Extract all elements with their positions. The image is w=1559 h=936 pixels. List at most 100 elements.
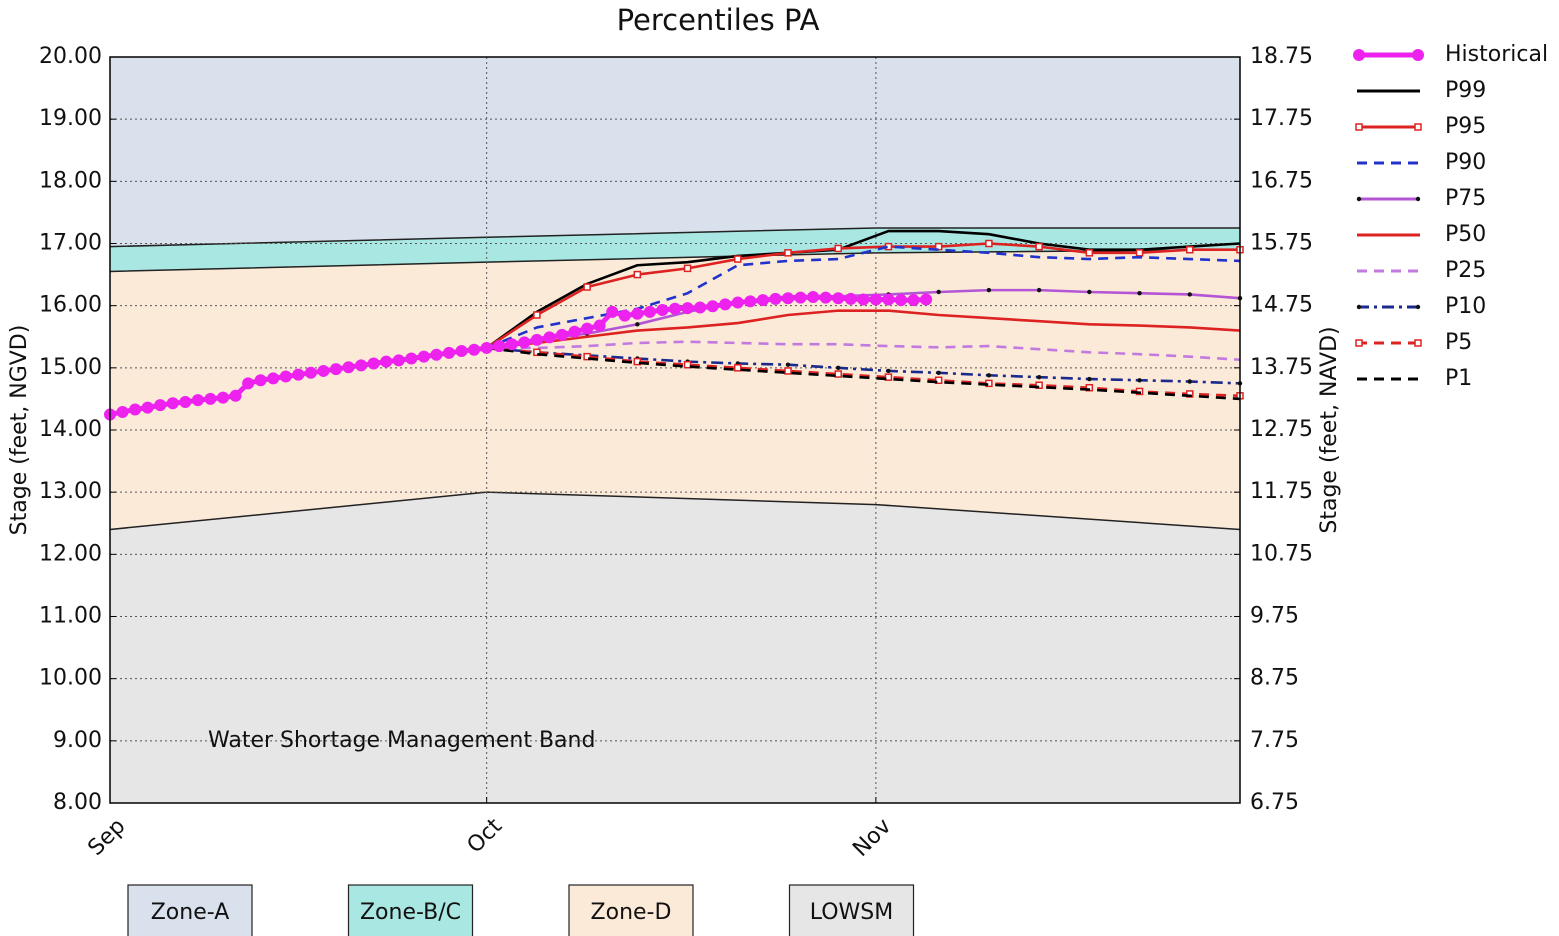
point [1415, 304, 1421, 310]
point [1353, 49, 1365, 61]
point [405, 352, 418, 365]
point [355, 359, 368, 372]
point [694, 301, 707, 314]
zone-legend-label: Zone-A [151, 900, 230, 925]
legend-label: P90 [1445, 150, 1486, 175]
zone-legend-label: Zone-D [591, 900, 672, 925]
point [342, 361, 355, 374]
point [581, 322, 594, 335]
point [794, 291, 807, 304]
point [1085, 249, 1094, 257]
y-tick-label: 13.00 [39, 479, 102, 504]
legend-label: P95 [1445, 114, 1486, 139]
point [533, 311, 541, 319]
point [242, 377, 255, 390]
point [633, 357, 642, 366]
point [468, 343, 481, 356]
point [656, 304, 669, 317]
point [719, 298, 732, 311]
point [1415, 196, 1421, 202]
point [392, 354, 405, 367]
point [756, 294, 769, 307]
point [886, 368, 891, 374]
plot-frame [109, 56, 1241, 804]
point [669, 302, 681, 315]
point [934, 376, 943, 385]
point [986, 373, 992, 378]
point [593, 319, 606, 332]
y-tick-label: 19.00 [39, 106, 102, 131]
point [330, 363, 342, 376]
point [734, 255, 742, 263]
point [443, 346, 455, 359]
point [317, 364, 330, 377]
point [217, 391, 229, 404]
point [683, 360, 692, 369]
point [683, 264, 692, 273]
point [1035, 242, 1043, 251]
point [606, 305, 619, 318]
point [882, 293, 895, 306]
point [643, 305, 656, 318]
point [1414, 123, 1422, 131]
point [618, 309, 631, 322]
point [834, 244, 842, 253]
point [229, 389, 242, 402]
point [480, 341, 493, 354]
point [986, 287, 992, 293]
y2-tick-label: 15.75 [1250, 231, 1313, 256]
y-tick-label: 11.00 [39, 604, 102, 629]
y2-tick-label: 12.75 [1250, 417, 1313, 442]
point [254, 374, 267, 387]
y-tick-label: 17.00 [39, 231, 102, 256]
point [631, 307, 644, 320]
legend-label: P1 [1445, 366, 1472, 391]
point [936, 289, 941, 295]
legend-label: P99 [1445, 78, 1486, 103]
zone-legend-box [347, 884, 474, 936]
point [633, 270, 642, 279]
point [731, 296, 744, 309]
point [1137, 291, 1142, 296]
point [166, 397, 179, 410]
point [784, 367, 792, 375]
point [292, 368, 305, 381]
legend-label: Historical [1445, 42, 1548, 67]
point [380, 355, 393, 368]
series-line [486, 346, 1241, 385]
point [834, 370, 842, 378]
zone-legend-box [568, 884, 694, 936]
point [936, 370, 941, 376]
zone-boundary [109, 491, 1241, 531]
zone-band [110, 227, 1240, 272]
point [556, 328, 568, 341]
point [1187, 292, 1192, 297]
point [744, 295, 757, 308]
series-line [485, 242, 1240, 350]
point [204, 392, 217, 405]
point [734, 364, 742, 372]
point [907, 294, 920, 307]
zone-legend-label: Zone-B/C [360, 900, 461, 925]
y2-tick-label: 8.75 [1250, 666, 1299, 691]
point [116, 405, 129, 418]
point [1035, 381, 1043, 389]
point [430, 348, 443, 361]
point [784, 249, 792, 257]
point [417, 350, 430, 363]
x-tick-label: Sep [83, 814, 130, 861]
y-tick-label: 18.00 [39, 168, 102, 193]
point [635, 322, 640, 327]
y2-tick-label: 11.75 [1250, 479, 1313, 504]
point [543, 331, 556, 344]
y-tick-label: 20.00 [39, 44, 102, 69]
point [1186, 245, 1194, 254]
y2-tick-label: 9.75 [1250, 604, 1299, 629]
y2-tick-label: 6.75 [1250, 790, 1299, 815]
point [895, 294, 907, 307]
point [1087, 289, 1092, 295]
point [533, 348, 541, 357]
x-tick-label: Nov [848, 814, 896, 862]
point [832, 292, 845, 305]
point [191, 394, 204, 407]
